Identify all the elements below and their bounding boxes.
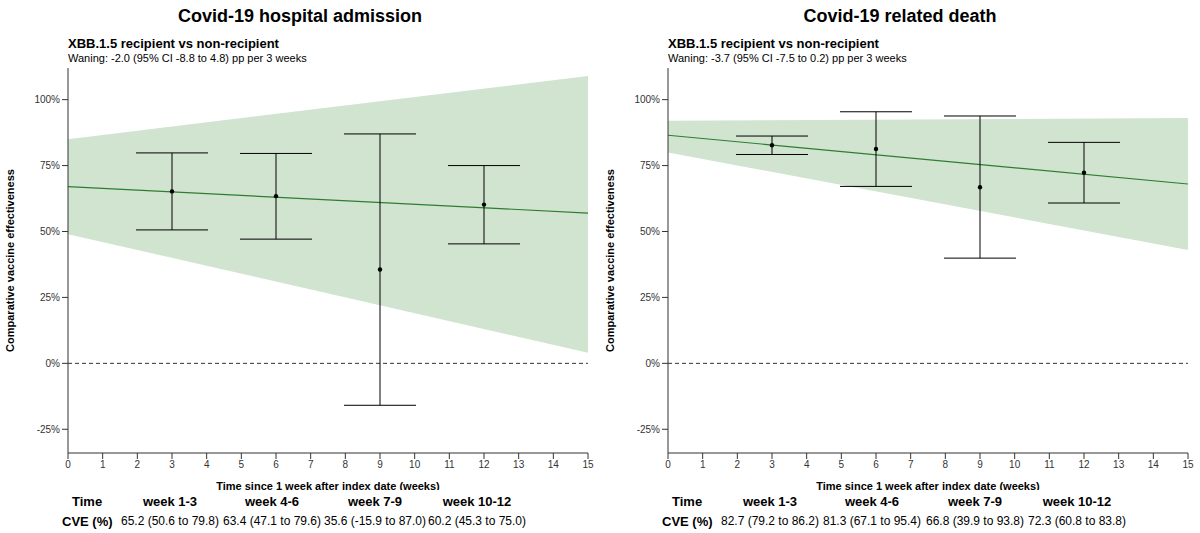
- svg-text:15: 15: [582, 459, 594, 470]
- svg-text:0%: 0%: [646, 358, 661, 369]
- svg-text:0: 0: [665, 459, 671, 470]
- svg-text:7: 7: [908, 459, 914, 470]
- svg-text:0: 0: [65, 459, 71, 470]
- svg-text:3: 3: [169, 459, 175, 470]
- svg-text:4: 4: [804, 459, 810, 470]
- html-text:week 10-12: week 10-12: [442, 494, 512, 509]
- html-text:XBB.1.5 recipient vs non-recip: XBB.1.5 recipient vs non-recipient: [668, 36, 879, 51]
- svg-text:8: 8: [343, 459, 349, 470]
- svg-text:5: 5: [239, 459, 245, 470]
- svg-text:Comparative vaccine effectiven: Comparative vaccine effectiveness: [8, 169, 16, 352]
- html-text:week 4-6: week 4-6: [844, 494, 900, 509]
- html-text:Covid-19 hospital admission: Covid-19 hospital admission: [178, 6, 422, 26]
- html-text:Covid-19 related death: Covid-19 related death: [803, 6, 997, 26]
- svg-text:12: 12: [478, 459, 490, 470]
- svg-text:6: 6: [273, 459, 279, 470]
- svg-text:2: 2: [735, 459, 741, 470]
- html-text:week 1-3: week 1-3: [142, 494, 198, 509]
- svg-text:75%: 75%: [40, 160, 60, 171]
- svg-text:15: 15: [1182, 459, 1192, 470]
- html-text:week 7-9: week 7-9: [347, 494, 403, 509]
- html-text:66.8 (39.9 to 93.8) 72.3 (60.8: 66.8 (39.9 to 93.8) 72.3 (60.8 to 83.8): [926, 514, 1126, 528]
- svg-text:0%: 0%: [46, 358, 61, 369]
- svg-text:75%: 75%: [640, 160, 660, 171]
- svg-text:10: 10: [1009, 459, 1021, 470]
- html-text:82.7 (79.2 to 86.2) 81.3 (67.1: 82.7 (79.2 to 86.2) 81.3 (67.1 to 95.4): [721, 514, 921, 528]
- svg-text:1: 1: [700, 459, 706, 470]
- svg-text:-25%: -25%: [37, 424, 60, 435]
- svg-text:14: 14: [1148, 459, 1160, 470]
- svg-text:13: 13: [1113, 459, 1125, 470]
- svg-text:4: 4: [204, 459, 210, 470]
- html-text:Waning: -3.7 (95% CI -7.5 to 0: Waning: -3.7 (95% CI -7.5 to 0.2) pp per…: [668, 52, 907, 64]
- svg-text:10: 10: [409, 459, 421, 470]
- svg-text:11: 11: [444, 459, 455, 470]
- svg-text:2: 2: [135, 459, 141, 470]
- html-text:Time: Time: [672, 494, 703, 509]
- svg-text:12: 12: [1078, 459, 1090, 470]
- svg-text:7: 7: [308, 459, 314, 470]
- svg-text:-25%: -25%: [637, 424, 660, 435]
- html-text:XBB.1.5 recipient vs non-recip: XBB.1.5 recipient vs non-recipient: [68, 36, 279, 51]
- svg-text:3: 3: [769, 459, 775, 470]
- svg-text:50%: 50%: [640, 226, 660, 237]
- svg-text:25%: 25%: [40, 292, 60, 303]
- html-text:week 1-3: week 1-3: [742, 494, 798, 509]
- html-text:Time: Time: [72, 494, 103, 509]
- html-text:65.2 (50.6 to 79.8) 63.4 (47.1: 65.2 (50.6 to 79.8) 63.4 (47.1 to 79.6) …: [121, 514, 526, 528]
- html-text:week 4-6: week 4-6: [244, 494, 300, 509]
- html-text:Waning: -2.0 (95% CI -8.8 to 4: Waning: -2.0 (95% CI -8.8 to 4.8) pp per…: [68, 52, 307, 64]
- html-text:week 7-9: week 7-9: [947, 494, 1003, 509]
- svg-text:100%: 100%: [34, 94, 60, 105]
- html-text:CVE (%): CVE (%): [62, 514, 113, 529]
- svg-text:9: 9: [977, 459, 983, 470]
- svg-text:6: 6: [873, 459, 879, 470]
- svg-text:Comparative vaccine effectiven: Comparative vaccine effectiveness: [604, 169, 616, 352]
- svg-text:50%: 50%: [40, 226, 60, 237]
- svg-text:11: 11: [1044, 459, 1055, 470]
- svg-text:100%: 100%: [634, 94, 660, 105]
- svg-text:9: 9: [377, 459, 383, 470]
- html-text:week 10-12: week 10-12: [1042, 494, 1112, 509]
- svg-text:Time since 1 week after index: Time since 1 week after index date (week…: [216, 480, 440, 490]
- svg-text:14: 14: [548, 459, 560, 470]
- svg-text:Time since 1 week after index: Time since 1 week after index date (week…: [816, 480, 1040, 490]
- svg-text:13: 13: [513, 459, 525, 470]
- svg-text:1: 1: [100, 459, 106, 470]
- svg-text:8: 8: [943, 459, 949, 470]
- html-text:CVE (%): CVE (%): [662, 514, 713, 529]
- svg-text:25%: 25%: [640, 292, 660, 303]
- svg-text:5: 5: [839, 459, 845, 470]
